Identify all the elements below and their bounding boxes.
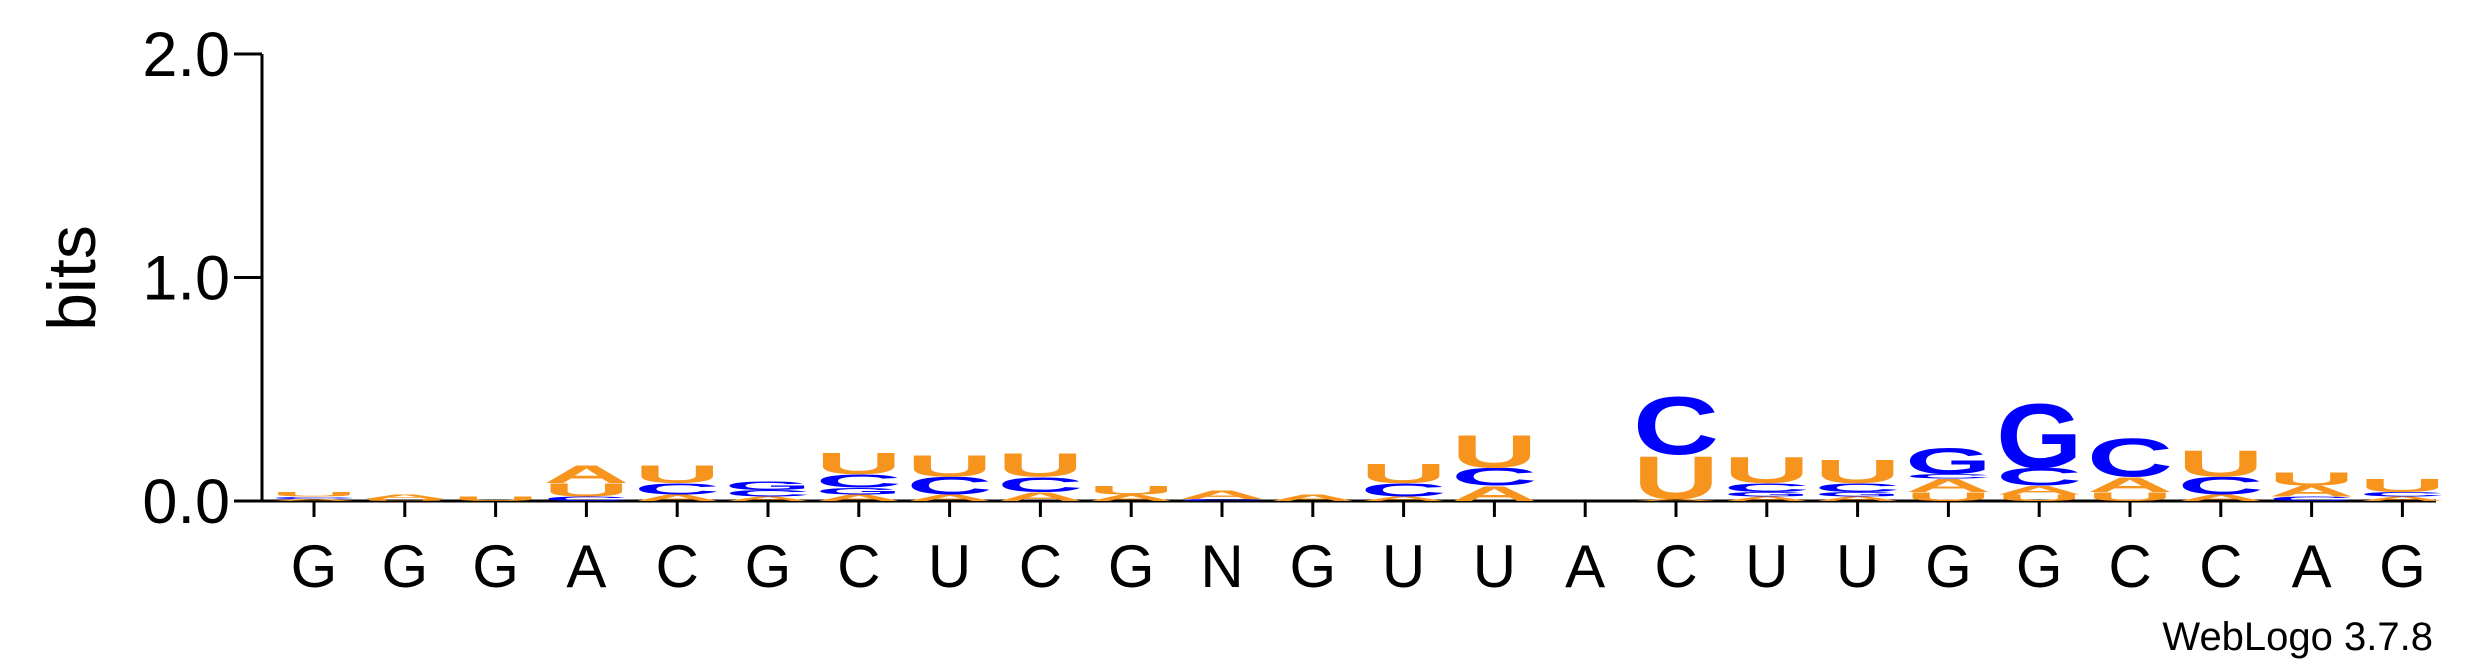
x-tick-label: G (1289, 533, 1336, 600)
logo-letter: U (543, 480, 629, 500)
x-tick-label: U (928, 533, 971, 600)
y-tick-label: 1.0 (142, 244, 230, 314)
logo-letter: A (1815, 496, 1901, 503)
logo-letter: A (1179, 488, 1265, 502)
logo-letter: C (2359, 491, 2445, 498)
logo-letter: U (2359, 476, 2445, 496)
x-tick-label: G (1108, 533, 1155, 600)
logo-letter: A (1724, 496, 1810, 503)
logo-letter: C (907, 472, 993, 499)
logo-letter: C (1179, 498, 1265, 501)
logo-letter: U (2178, 443, 2264, 484)
logo-letter: A (997, 490, 1083, 504)
logo-letter: U (453, 496, 539, 503)
logo-letter: A (816, 493, 902, 503)
logo-letter: U (1361, 458, 1447, 489)
logo-letter: C (2178, 472, 2264, 499)
x-tick-label: G (2016, 533, 2063, 600)
logo-letter: A (362, 493, 448, 500)
logo-letter: A (907, 493, 993, 503)
logo-letter: C (1815, 481, 1901, 495)
logo-letter: A (2087, 473, 2173, 497)
logo-letter: A (2269, 483, 2355, 500)
logo-letter: U (2269, 469, 2355, 489)
logo-letter: C (2087, 427, 2173, 488)
logo-letter: C (1905, 473, 1991, 480)
logo-letter: A (1905, 476, 1991, 496)
x-tick-label: G (472, 533, 519, 600)
logo-letter: A (725, 496, 811, 503)
x-tick-label: C (837, 533, 880, 600)
logo-letter: C (725, 488, 811, 498)
logo-letter: G (1815, 491, 1901, 498)
x-tick-label: U (1382, 533, 1425, 600)
logo-letter: C (634, 481, 720, 498)
logo-letter: U (1905, 490, 1991, 504)
logo-letter: G (816, 486, 902, 496)
y-tick-label: 0.0 (142, 467, 230, 537)
x-tick-label: C (2199, 533, 2242, 600)
x-tick-label: C (1654, 533, 1697, 600)
logo-letter: C (1451, 463, 1537, 490)
logo-letter: A (1451, 482, 1537, 506)
x-tick-label: A (566, 533, 606, 600)
logo-letter: U (907, 449, 993, 483)
y-axis-label: bits (34, 225, 110, 331)
x-tick-label: G (1925, 533, 1972, 600)
logo-letter: U (997, 446, 1083, 484)
x-tick-label: C (2108, 533, 2151, 600)
logo-letter: U (362, 498, 448, 501)
logo-letter: G (1724, 491, 1810, 498)
logo-letter: A (1996, 483, 2082, 497)
logo-letter: A (1361, 496, 1447, 503)
logo-letter: U (2087, 490, 2173, 504)
x-tick-label: G (2379, 533, 2426, 600)
logo-letter: U (1996, 493, 2082, 503)
x-tick-label: G (745, 533, 792, 600)
logo-letter: C (2269, 496, 2355, 503)
logo-letter: C (271, 496, 357, 499)
logo-letter: A (543, 461, 629, 488)
logo-letter: U (1451, 427, 1537, 478)
logo-letter: A (271, 498, 357, 501)
logo-letter: A (634, 493, 720, 503)
logo-letter: C (1361, 480, 1447, 500)
x-tick-label: U (1745, 533, 1788, 600)
x-tick-label: U (1836, 533, 1879, 600)
logo-letter: A (2178, 493, 2264, 503)
logo-letter: A (1270, 493, 1356, 503)
footer: WebLogo 3.7.8 (2162, 615, 2433, 659)
y-tick-label: 2.0 (142, 20, 230, 90)
logo-letter: G (725, 479, 811, 493)
logo-letter: C (543, 496, 629, 503)
logo-letter: C (1996, 463, 2082, 490)
x-tick-label: U (1473, 533, 1516, 600)
logo-letter: U (1724, 450, 1810, 491)
logo-letter: U (634, 461, 720, 488)
logo-letter: A (1088, 493, 1174, 503)
logo-letter: C (816, 471, 902, 491)
logo-letter: C (997, 473, 1083, 497)
logo-letter: U (1088, 483, 1174, 497)
logo-letter: U (1633, 443, 1719, 512)
x-tick-label: N (1200, 533, 1243, 600)
logo-letter: U (271, 491, 357, 498)
x-tick-label: C (1019, 533, 1062, 600)
x-tick-label: A (2292, 533, 2332, 600)
x-tick-label: G (291, 533, 338, 600)
x-tick-label: G (381, 533, 428, 600)
logo-letter: A (2359, 496, 2445, 503)
x-tick-label: C (656, 533, 699, 600)
x-tick-label: A (1565, 533, 1605, 600)
logo-letter: A (1633, 498, 1719, 501)
logo-letter: U (1815, 452, 1901, 490)
logo-letter: U (816, 446, 902, 480)
logo-letter: C (1724, 481, 1810, 495)
logo-letter: C (1633, 380, 1719, 472)
logo-letter: G (1996, 385, 2082, 487)
logo-letter: G (1905, 441, 1991, 482)
